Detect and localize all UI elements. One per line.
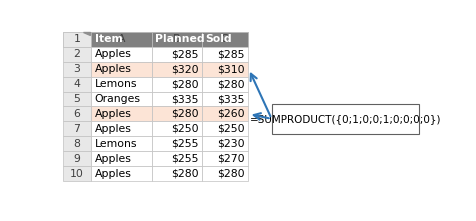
Bar	[201, 166, 248, 181]
Bar	[63, 62, 91, 76]
Bar	[91, 166, 152, 181]
Text: Oranges: Oranges	[95, 94, 140, 104]
Text: $270: $270	[217, 154, 245, 164]
Text: Lemons: Lemons	[95, 139, 137, 149]
Text: Lemons: Lemons	[95, 79, 137, 89]
Bar	[201, 151, 248, 166]
Bar	[201, 32, 248, 47]
Bar	[91, 122, 152, 136]
Bar	[91, 107, 152, 122]
Bar	[272, 104, 419, 134]
Bar	[63, 76, 91, 91]
Bar	[63, 47, 91, 62]
Bar	[201, 91, 248, 107]
Bar	[152, 47, 201, 62]
Bar	[201, 76, 248, 91]
Bar	[201, 136, 248, 151]
Text: Apples: Apples	[95, 124, 131, 134]
Text: 2: 2	[74, 49, 80, 59]
Bar	[201, 47, 248, 62]
Text: $250: $250	[171, 124, 198, 134]
Text: 5: 5	[74, 94, 80, 104]
Bar	[91, 136, 152, 151]
Text: 9: 9	[74, 154, 80, 164]
Bar	[201, 62, 248, 76]
Bar	[91, 47, 152, 62]
Bar	[152, 107, 201, 122]
Text: B: B	[173, 34, 180, 44]
Bar	[63, 32, 91, 47]
Text: $260: $260	[217, 109, 245, 119]
Bar	[201, 107, 248, 122]
Bar	[63, 166, 91, 181]
Bar	[152, 136, 201, 151]
Text: Item: Item	[95, 34, 122, 44]
Bar	[201, 32, 248, 47]
Bar	[91, 151, 152, 166]
Bar	[152, 62, 201, 76]
Bar	[63, 32, 91, 47]
Bar	[152, 76, 201, 91]
Bar	[152, 91, 201, 107]
Text: Apples: Apples	[95, 64, 131, 74]
Text: 6: 6	[74, 109, 80, 119]
Text: $280: $280	[171, 169, 198, 179]
Text: $320: $320	[171, 64, 198, 74]
Text: Apples: Apples	[95, 154, 131, 164]
Text: $280: $280	[171, 109, 198, 119]
Bar	[152, 151, 201, 166]
Text: =SUMPRODUCT({0;1;0;0;1;0;0;0;0}): =SUMPRODUCT({0;1;0;0;1;0;0;0;0})	[249, 114, 441, 124]
Text: $250: $250	[217, 124, 245, 134]
Text: $255: $255	[171, 154, 198, 164]
Bar	[91, 32, 152, 47]
Bar	[91, 32, 152, 47]
Bar	[63, 151, 91, 166]
Text: 8: 8	[74, 139, 80, 149]
Text: Apples: Apples	[95, 49, 131, 59]
Bar	[63, 91, 91, 107]
Bar	[152, 32, 201, 47]
Bar	[91, 91, 152, 107]
Bar	[91, 62, 152, 76]
Text: $280: $280	[217, 169, 245, 179]
Text: $335: $335	[171, 94, 198, 104]
Bar	[63, 107, 91, 122]
Text: $335: $335	[217, 94, 245, 104]
Text: A: A	[118, 34, 125, 44]
Text: Apples: Apples	[95, 109, 131, 119]
Text: $285: $285	[217, 49, 245, 59]
Text: Planned: Planned	[155, 34, 205, 44]
Text: 10: 10	[70, 169, 84, 179]
Text: 3: 3	[74, 64, 80, 74]
Bar	[152, 122, 201, 136]
Bar	[91, 76, 152, 91]
Polygon shape	[83, 32, 90, 35]
Text: $280: $280	[217, 79, 245, 89]
Text: Sold: Sold	[205, 34, 232, 44]
Bar	[152, 32, 201, 47]
Text: $310: $310	[217, 64, 245, 74]
Text: $230: $230	[217, 139, 245, 149]
Bar	[152, 166, 201, 181]
Bar	[201, 122, 248, 136]
Text: C: C	[221, 34, 228, 44]
Text: 1: 1	[74, 34, 80, 44]
Text: Apples: Apples	[95, 169, 131, 179]
Bar	[63, 136, 91, 151]
Text: $255: $255	[171, 139, 198, 149]
Bar	[63, 122, 91, 136]
Text: 4: 4	[74, 79, 80, 89]
Text: $280: $280	[171, 79, 198, 89]
Text: 7: 7	[74, 124, 80, 134]
Text: $285: $285	[171, 49, 198, 59]
